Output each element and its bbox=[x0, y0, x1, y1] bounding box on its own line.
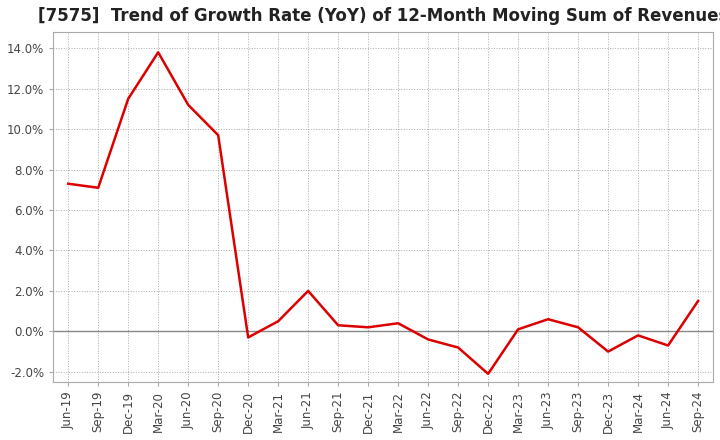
Title: [7575]  Trend of Growth Rate (YoY) of 12-Month Moving Sum of Revenues: [7575] Trend of Growth Rate (YoY) of 12-… bbox=[38, 7, 720, 25]
